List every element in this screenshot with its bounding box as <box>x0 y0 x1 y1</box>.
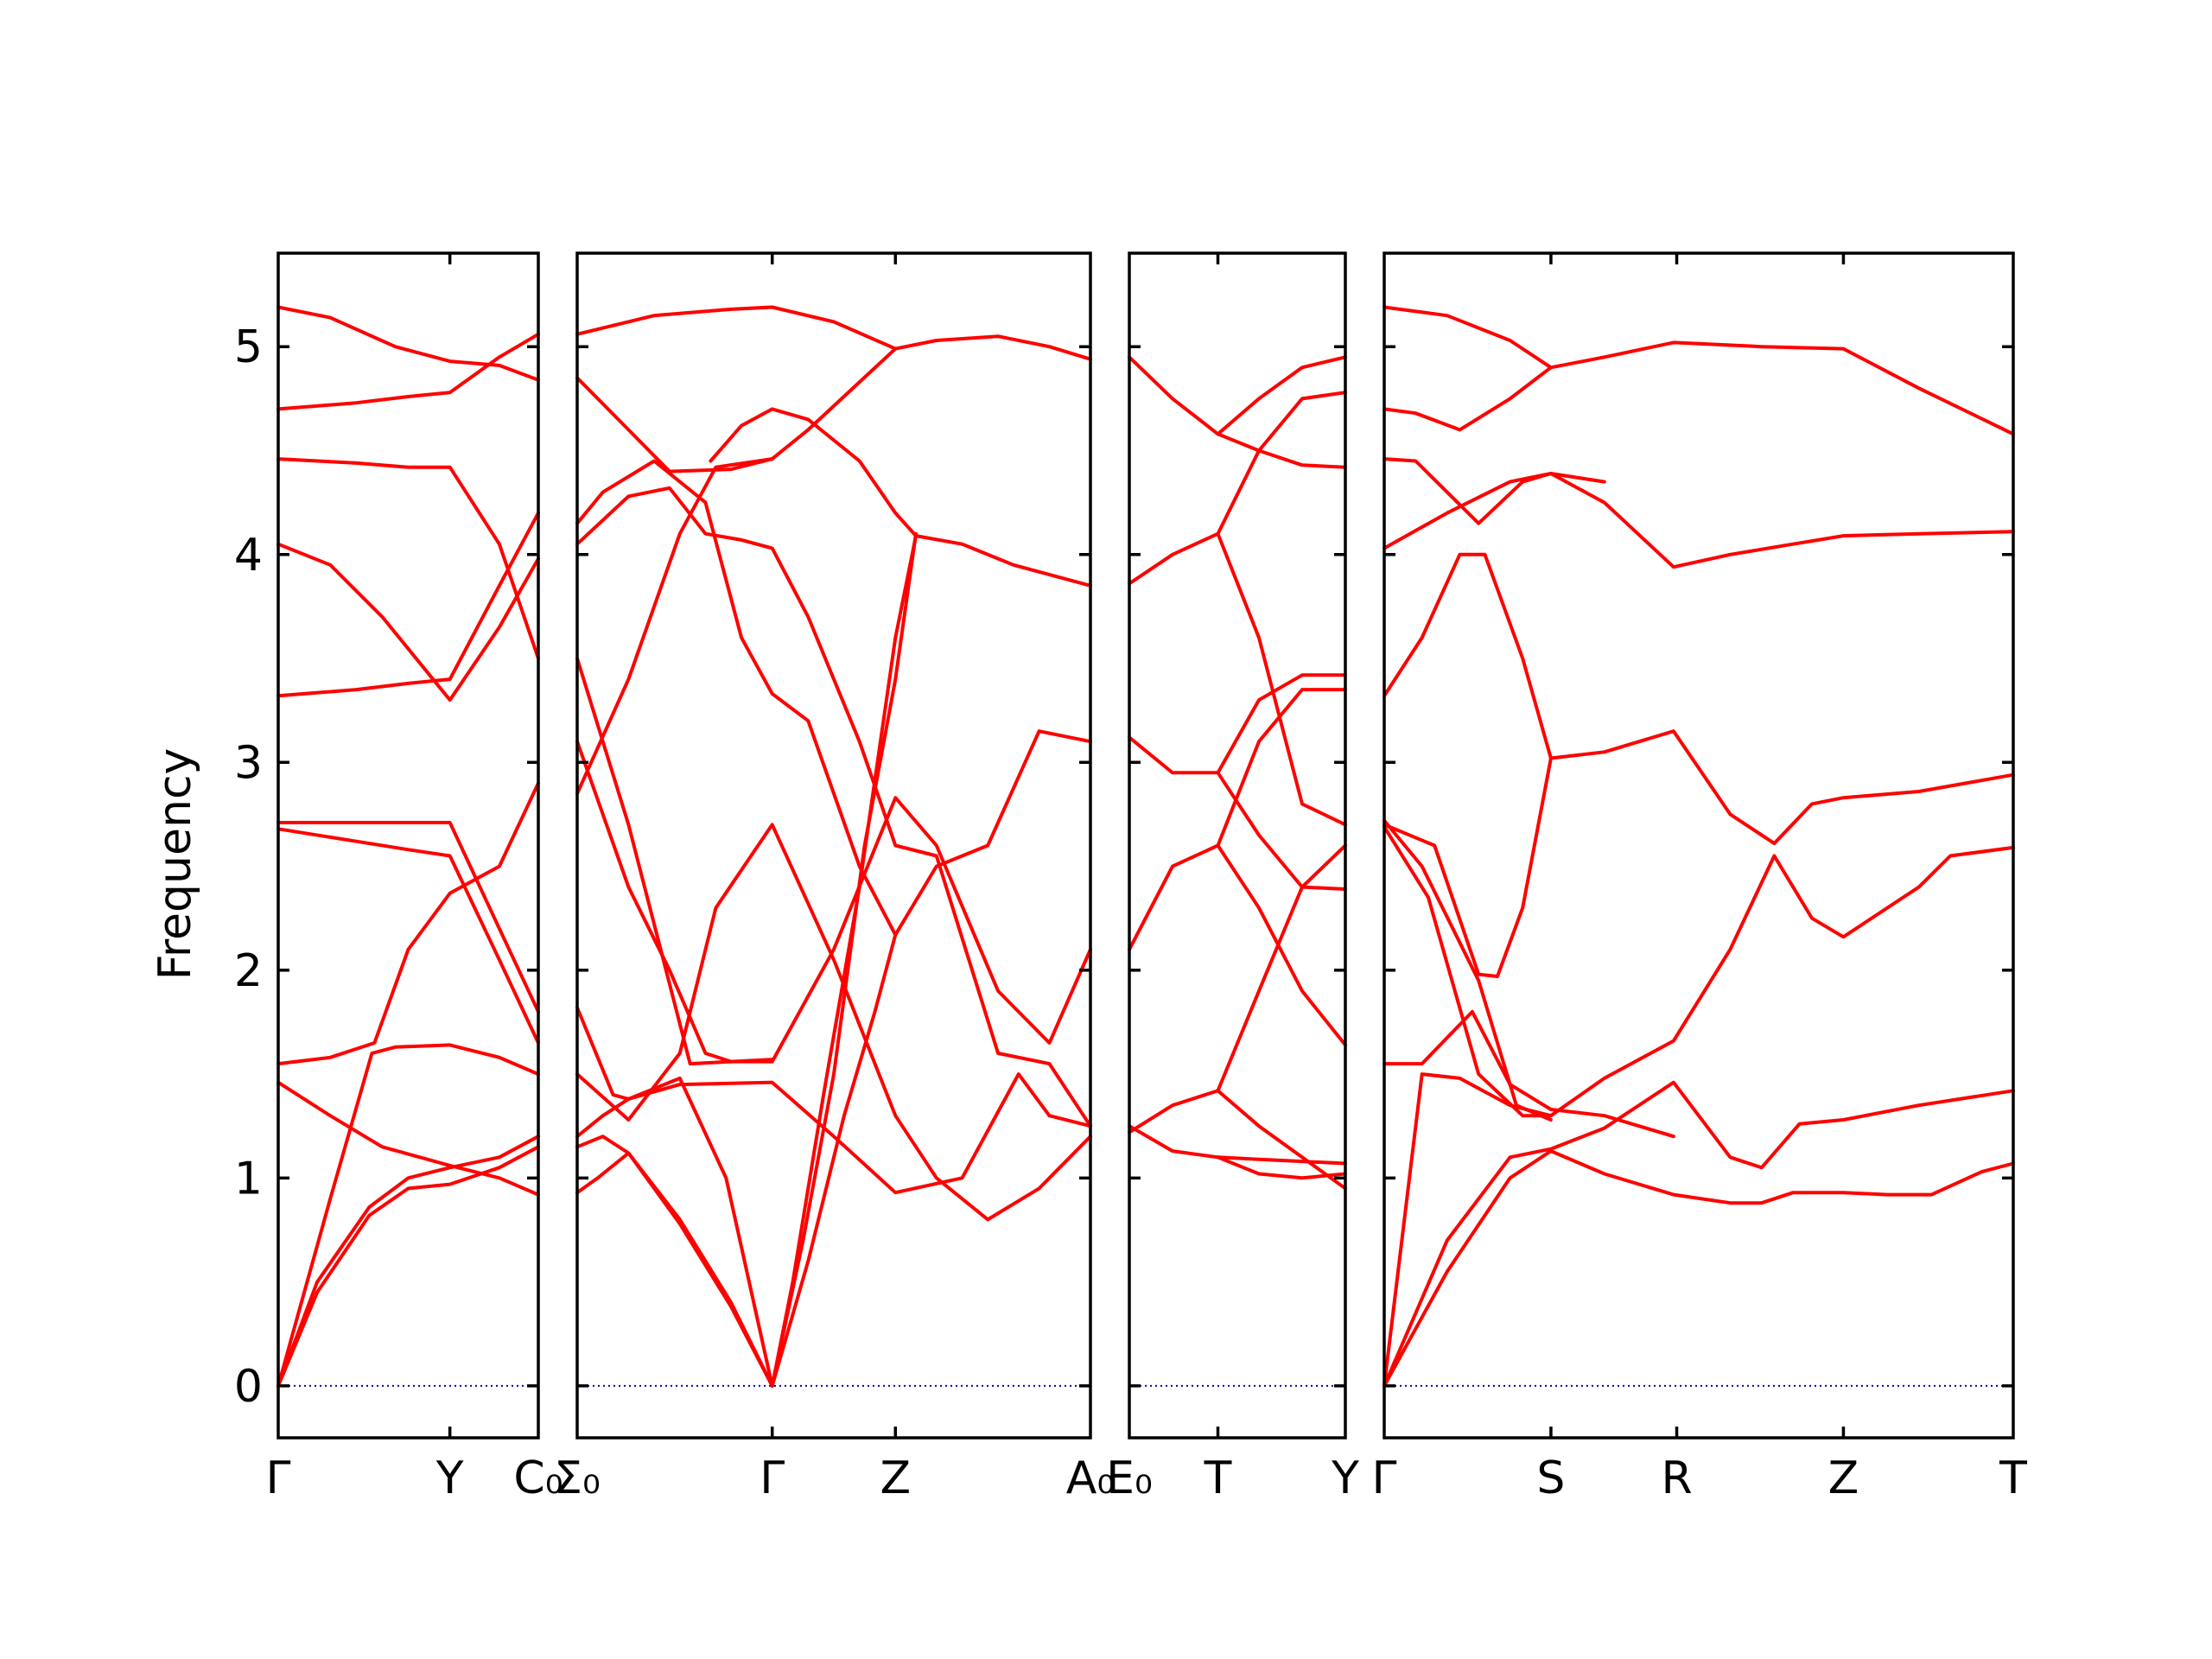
band-branch <box>1382 472 2015 569</box>
band-branch <box>1216 673 1347 775</box>
band-branch <box>575 1151 774 1388</box>
band-branch <box>276 781 540 1066</box>
band-branch <box>709 407 918 538</box>
x-tick-label: Z <box>880 1452 911 1504</box>
x-tick-label: Γ <box>1372 1452 1397 1504</box>
band-branch <box>1382 1080 2015 1388</box>
band-branch <box>1128 735 1347 891</box>
x-tick-label: R <box>1661 1452 1692 1504</box>
band-branch <box>276 511 540 698</box>
band-branch <box>1128 843 1347 1047</box>
band-branch <box>276 1145 540 1388</box>
band-branch <box>1128 1089 1347 1191</box>
band-branch <box>276 827 540 1045</box>
band-branch <box>575 334 1092 796</box>
band-branch <box>1382 824 1553 1118</box>
band-branch <box>1382 457 1606 525</box>
band-branch <box>276 457 540 660</box>
band-branch <box>276 821 540 1014</box>
panel-frame <box>1382 251 2015 1440</box>
band-branch <box>1382 756 1553 978</box>
band-branch <box>575 740 774 1064</box>
band-branch <box>1382 818 1553 1122</box>
band-branch <box>575 376 774 474</box>
band-branch <box>575 1076 774 1388</box>
panel-3: E₀ T Y <box>1106 251 1359 1504</box>
band-branch <box>276 1080 540 1197</box>
band-branch <box>276 1135 540 1388</box>
band-branch <box>575 657 1092 1066</box>
band-branch <box>1382 1149 2015 1388</box>
x-tick-label: T <box>1204 1452 1232 1504</box>
x-tick-label-end: Y <box>1331 1452 1359 1504</box>
band-branch <box>770 534 1092 1388</box>
panel-frame <box>575 251 1092 1440</box>
band-branch <box>1128 531 1347 827</box>
y-tick-labels: 0 1 2 3 4 5 <box>234 321 263 1413</box>
band-branch <box>1382 552 2015 846</box>
band-branch <box>575 305 898 351</box>
x-tick-label: Γ <box>760 1452 785 1504</box>
panel-2: Σ₀ Γ Z A₀ <box>554 251 1115 1504</box>
x-tick-label: Z <box>1828 1452 1859 1504</box>
panel-1: Γ Y C₀ <box>266 251 563 1504</box>
band-branch <box>276 332 540 411</box>
panel-frame <box>1128 251 1347 1440</box>
band-branch <box>575 1135 774 1388</box>
band-branch <box>770 932 898 1388</box>
band-branch <box>575 1006 1092 1195</box>
band-branch <box>575 823 1092 1222</box>
band-branch <box>1128 1124 1347 1166</box>
band-branch <box>1216 1155 1347 1180</box>
y-axis-title: Frequency <box>149 748 201 981</box>
band-branch <box>1216 688 1347 848</box>
y-tick-label: 4 <box>234 530 263 582</box>
y-tick-label: 3 <box>234 737 263 789</box>
y-tick-label: 2 <box>234 945 263 997</box>
band-branch <box>1216 432 1347 469</box>
band-branch <box>1382 845 2015 1388</box>
x-tick-label: S <box>1536 1452 1565 1504</box>
x-tick-label-end: T <box>1999 1452 2027 1504</box>
band-branch <box>276 305 540 382</box>
band-branch <box>1382 305 1553 370</box>
band-branch <box>1382 340 2015 436</box>
panel-frame <box>276 251 540 1440</box>
x-tick-label: Σ₀ <box>554 1452 601 1504</box>
band-branch <box>575 459 1092 937</box>
band-branch <box>276 1043 540 1388</box>
band-branch <box>1216 391 1347 536</box>
x-tick-label: Y <box>435 1452 464 1504</box>
band-branch <box>770 531 918 1388</box>
band-branch <box>1216 843 1347 1093</box>
y-tick-label: 0 <box>234 1361 263 1413</box>
x-tick-label: E₀ <box>1106 1452 1153 1504</box>
x-tick-label-end: C₀ <box>513 1452 563 1504</box>
band-branch <box>1128 355 1347 436</box>
y-tick-label: 5 <box>234 321 263 373</box>
y-tick-label: 1 <box>234 1153 263 1205</box>
band-branch <box>276 542 540 702</box>
x-tick-label-end: A₀ <box>1066 1452 1115 1504</box>
x-tick-label: Γ <box>266 1452 291 1504</box>
band-branch <box>575 486 1092 1128</box>
